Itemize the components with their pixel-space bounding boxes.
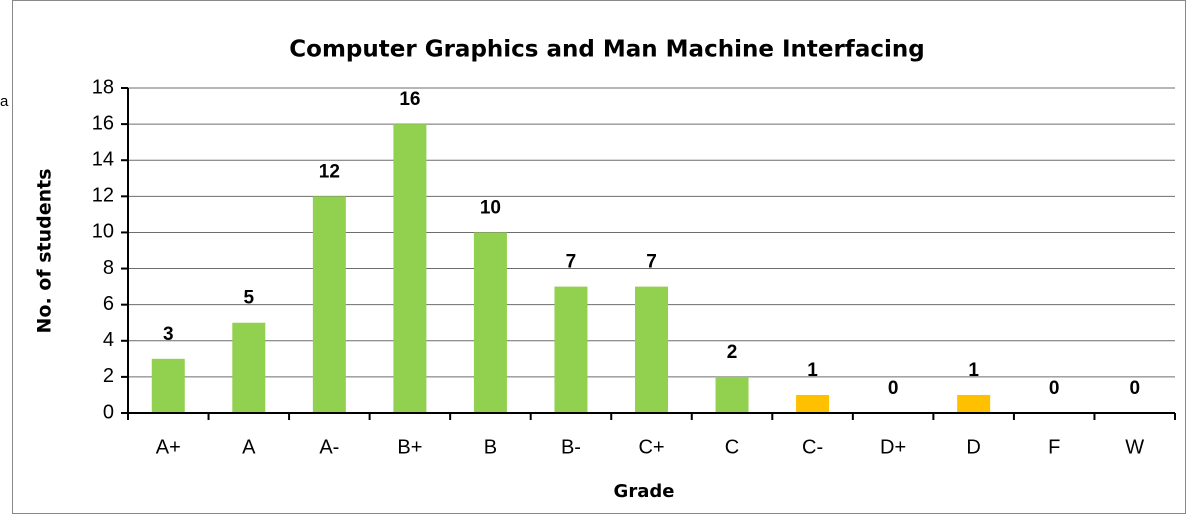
x-tick-label: D	[966, 436, 980, 458]
bar	[232, 322, 266, 413]
y-tick-label: 14	[92, 149, 114, 171]
y-tick-label: 18	[92, 76, 114, 98]
x-tick-label: A+	[156, 436, 181, 458]
x-axis-label: Grade	[614, 481, 675, 502]
bar	[957, 394, 991, 413]
y-tick-label: 6	[103, 293, 114, 315]
bar	[635, 286, 668, 413]
chart-border	[12, 0, 1186, 514]
x-tick-label: A-	[319, 436, 339, 458]
x-tick-label: B	[484, 436, 497, 458]
x-tick-label: B-	[561, 436, 581, 458]
x-tick-label: A	[242, 436, 256, 458]
y-tick-label: 0	[103, 401, 114, 423]
y-tick-label: 10	[92, 221, 114, 243]
data-label: 5	[244, 288, 255, 309]
bar	[554, 286, 588, 413]
data-label: 0	[1129, 378, 1140, 399]
x-tick-label: C-	[802, 436, 823, 458]
data-label: 1	[968, 360, 979, 381]
x-tick-label: B+	[397, 436, 422, 458]
y-tick-label: 4	[103, 329, 114, 351]
data-label: 1	[807, 360, 818, 381]
x-tick-label: C	[725, 436, 739, 458]
x-tick-label: C+	[638, 436, 664, 458]
bar	[312, 196, 346, 413]
y-tick-label: 8	[103, 257, 114, 279]
y-tick-label: 16	[92, 112, 114, 134]
chart-title: Computer Graphics and Man Machine Interf…	[289, 37, 924, 63]
data-label: 16	[399, 89, 420, 110]
x-tick-label: W	[1125, 436, 1144, 458]
bar	[715, 376, 749, 413]
data-label: 3	[163, 324, 174, 345]
bar	[393, 124, 427, 413]
x-tick-label: F	[1048, 436, 1060, 458]
bar	[151, 358, 185, 413]
bar	[796, 394, 830, 413]
y-axis-label: No. of students	[34, 168, 56, 333]
data-label: 12	[319, 161, 340, 182]
data-label: 10	[480, 197, 501, 218]
y-tick-label: 2	[103, 365, 114, 387]
data-label: 0	[888, 378, 899, 399]
bar	[473, 232, 507, 413]
data-label: 7	[566, 252, 577, 273]
data-label: 0	[1049, 378, 1060, 399]
y-tick-label: 12	[92, 185, 114, 207]
data-label: 2	[727, 342, 738, 363]
data-label: 7	[646, 252, 657, 273]
x-tick-label: D+	[880, 436, 906, 458]
side-text: a	[0, 93, 9, 110]
